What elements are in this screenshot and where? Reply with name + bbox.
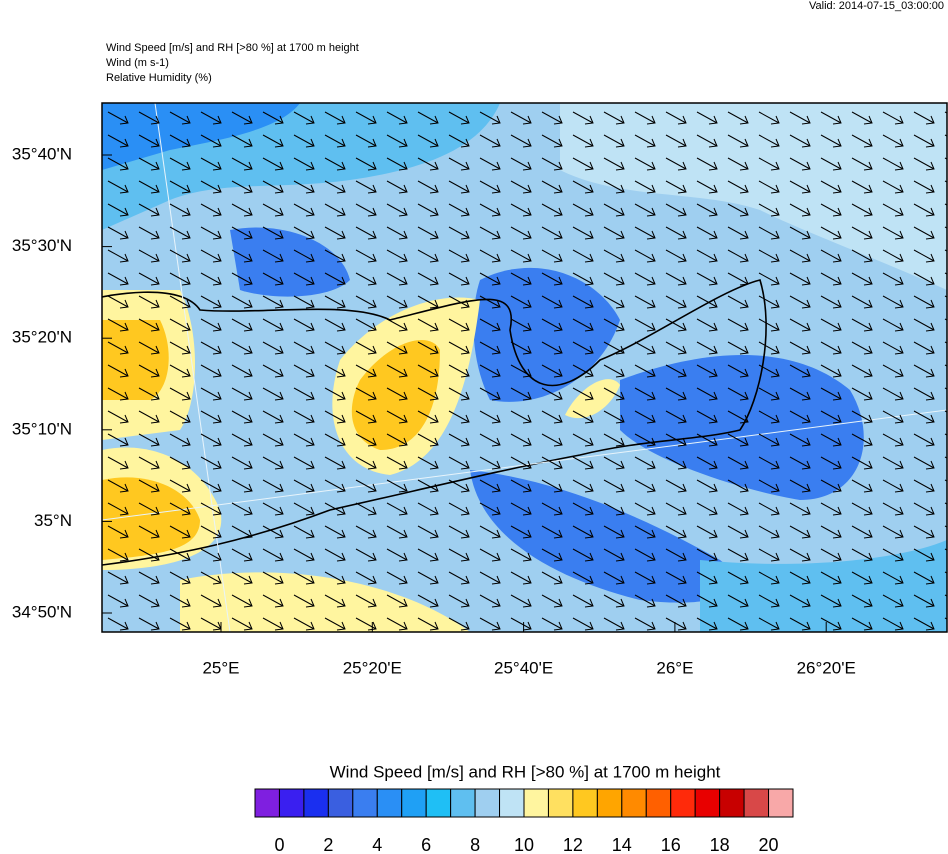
colorbar-label: 14 bbox=[612, 835, 632, 854]
lat-label: 35°40'N bbox=[12, 144, 72, 163]
lon-label: 26°E bbox=[656, 658, 693, 677]
colorbar-swatch bbox=[278, 788, 305, 818]
colorbar-swatch bbox=[327, 788, 354, 818]
lat-label: 34°50'N bbox=[12, 602, 72, 621]
lat-label: 35°10'N bbox=[12, 419, 72, 438]
field bbox=[102, 103, 947, 632]
field-patch bbox=[470, 470, 736, 603]
colorbar-label: 12 bbox=[563, 835, 583, 854]
colorbar-swatch bbox=[303, 788, 329, 818]
colorbar-swatch bbox=[596, 788, 623, 818]
colorbar-label: 20 bbox=[759, 835, 779, 854]
colorbar-swatch bbox=[645, 788, 672, 818]
graticule bbox=[102, 409, 947, 521]
wind-vectors bbox=[107, 111, 947, 631]
lon-label: 25°E bbox=[202, 658, 239, 677]
header-line: Relative Humidity (%) bbox=[106, 72, 212, 84]
header-line: Wind (m s-1) bbox=[106, 57, 169, 69]
colorbar-swatch bbox=[352, 788, 378, 818]
lon-label: 25°40'E bbox=[494, 658, 553, 677]
colorbar-swatch bbox=[572, 788, 598, 818]
colorbar-swatch bbox=[523, 788, 549, 818]
colorbar-label: 0 bbox=[274, 835, 284, 854]
lat-label: 35°N bbox=[34, 511, 72, 530]
colorbar-label: 6 bbox=[421, 835, 431, 854]
graticule bbox=[154, 103, 231, 632]
colorbar-swatch bbox=[670, 788, 696, 818]
colorbar-label: 10 bbox=[514, 835, 534, 854]
header-line: Wind Speed [m/s] and RH [>80 %] at 1700 … bbox=[106, 42, 359, 54]
map-frame bbox=[101, 102, 948, 633]
field-patch bbox=[102, 320, 169, 400]
colorbar-label: 16 bbox=[661, 835, 681, 854]
field-patch bbox=[180, 572, 470, 632]
colorbar-label: 8 bbox=[470, 835, 480, 854]
colorbar-swatch bbox=[425, 788, 452, 818]
lon-label: 26°20'E bbox=[797, 658, 856, 677]
field-patch bbox=[560, 103, 947, 290]
colorbar-label: 4 bbox=[372, 835, 382, 854]
valid-time: Valid: 2014-07-15_03:00:00 bbox=[809, 0, 944, 12]
lat-label: 35°20'N bbox=[12, 328, 72, 347]
colorbar-swatch bbox=[768, 788, 794, 818]
lat-label: 35°30'N bbox=[12, 236, 72, 255]
coastline bbox=[102, 279, 767, 566]
colorbar-swatch bbox=[547, 788, 574, 818]
field-patch bbox=[102, 477, 200, 560]
colorbar-swatch bbox=[719, 788, 745, 818]
colorbar-swatch bbox=[743, 788, 770, 818]
field-patch bbox=[230, 227, 350, 297]
field-patch bbox=[700, 540, 947, 632]
colorbar-swatch bbox=[499, 788, 525, 818]
colorbar-swatch bbox=[401, 788, 427, 818]
colorbar-swatch bbox=[450, 788, 476, 818]
colorbar-swatch bbox=[254, 788, 280, 818]
colorbar-label: 18 bbox=[710, 835, 730, 854]
colorbar-label: 2 bbox=[323, 835, 333, 854]
lon-label: 25°20'E bbox=[343, 658, 402, 677]
colorbar-swatch bbox=[621, 788, 647, 818]
colorbar-title: Wind Speed [m/s] and RH [>80 %] at 1700 … bbox=[330, 762, 721, 781]
colorbar-swatch bbox=[474, 788, 501, 818]
colorbar-swatch bbox=[694, 788, 721, 818]
colorbar-swatch bbox=[376, 788, 403, 818]
